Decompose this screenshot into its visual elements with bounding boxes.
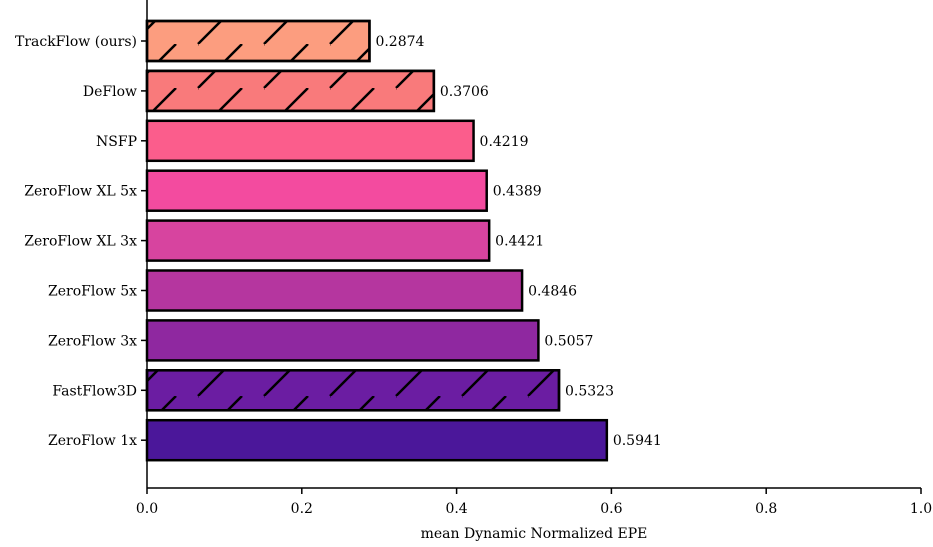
y-tick-label: ZeroFlow XL 3x	[24, 234, 137, 250]
y-tick-label: NSFP	[96, 134, 137, 150]
bar-hatch	[145, 69, 436, 113]
y-tick-label: FastFlow3D	[52, 383, 137, 399]
y-tick-label: ZeroFlow XL 5x	[24, 184, 137, 200]
y-tick-label: DeFlow	[83, 84, 137, 100]
x-tick-label: 0.4	[445, 501, 467, 517]
bar	[145, 169, 488, 212]
y-tick-label: ZeroFlow 3x	[48, 333, 137, 349]
y-tick-label: TrackFlow (ours)	[15, 34, 137, 50]
bar-hatch	[145, 19, 371, 63]
bar	[145, 319, 540, 362]
x-tick-label: 0.0	[136, 501, 158, 517]
bar-value-label: 0.2874	[375, 34, 424, 50]
bar	[145, 119, 475, 163]
axes-layer: TrackFlow (ours) DeFlow NSFP ZeroFlow XL 5x…	[15, 0, 932, 517]
x-tick-label: 0.2	[291, 501, 313, 517]
bar-hatch	[145, 369, 561, 412]
y-tick-label: ZeroFlow 5x	[48, 284, 137, 300]
bar	[145, 269, 524, 312]
bar-value-label: 0.5323	[565, 383, 614, 399]
bar-value-label: 0.4421	[495, 234, 544, 250]
bar-value-label: 0.5941	[613, 433, 662, 449]
bar-value-label: 0.4389	[493, 184, 542, 200]
x-tick-label: 0.8	[755, 501, 777, 517]
x-tick-label: 0.6	[600, 501, 622, 517]
x-tick-label: 1.0	[910, 501, 932, 517]
bar	[145, 418, 609, 462]
bar-value-label: 0.3706	[440, 84, 489, 100]
bar-value-label: 0.5057	[544, 333, 593, 349]
bar	[145, 219, 491, 262]
y-tick-label: ZeroFlow 1x	[48, 433, 137, 449]
bar-value-label: 0.4219	[480, 134, 529, 150]
x-axis-title: mean Dynamic Normalized EPE	[421, 526, 648, 542]
bar-value-label: 0.4846	[528, 284, 577, 300]
bars-layer: 0.2874 0.3706 0.4219 0.4389 0.4421 0.4846 0.50…	[145, 19, 662, 462]
